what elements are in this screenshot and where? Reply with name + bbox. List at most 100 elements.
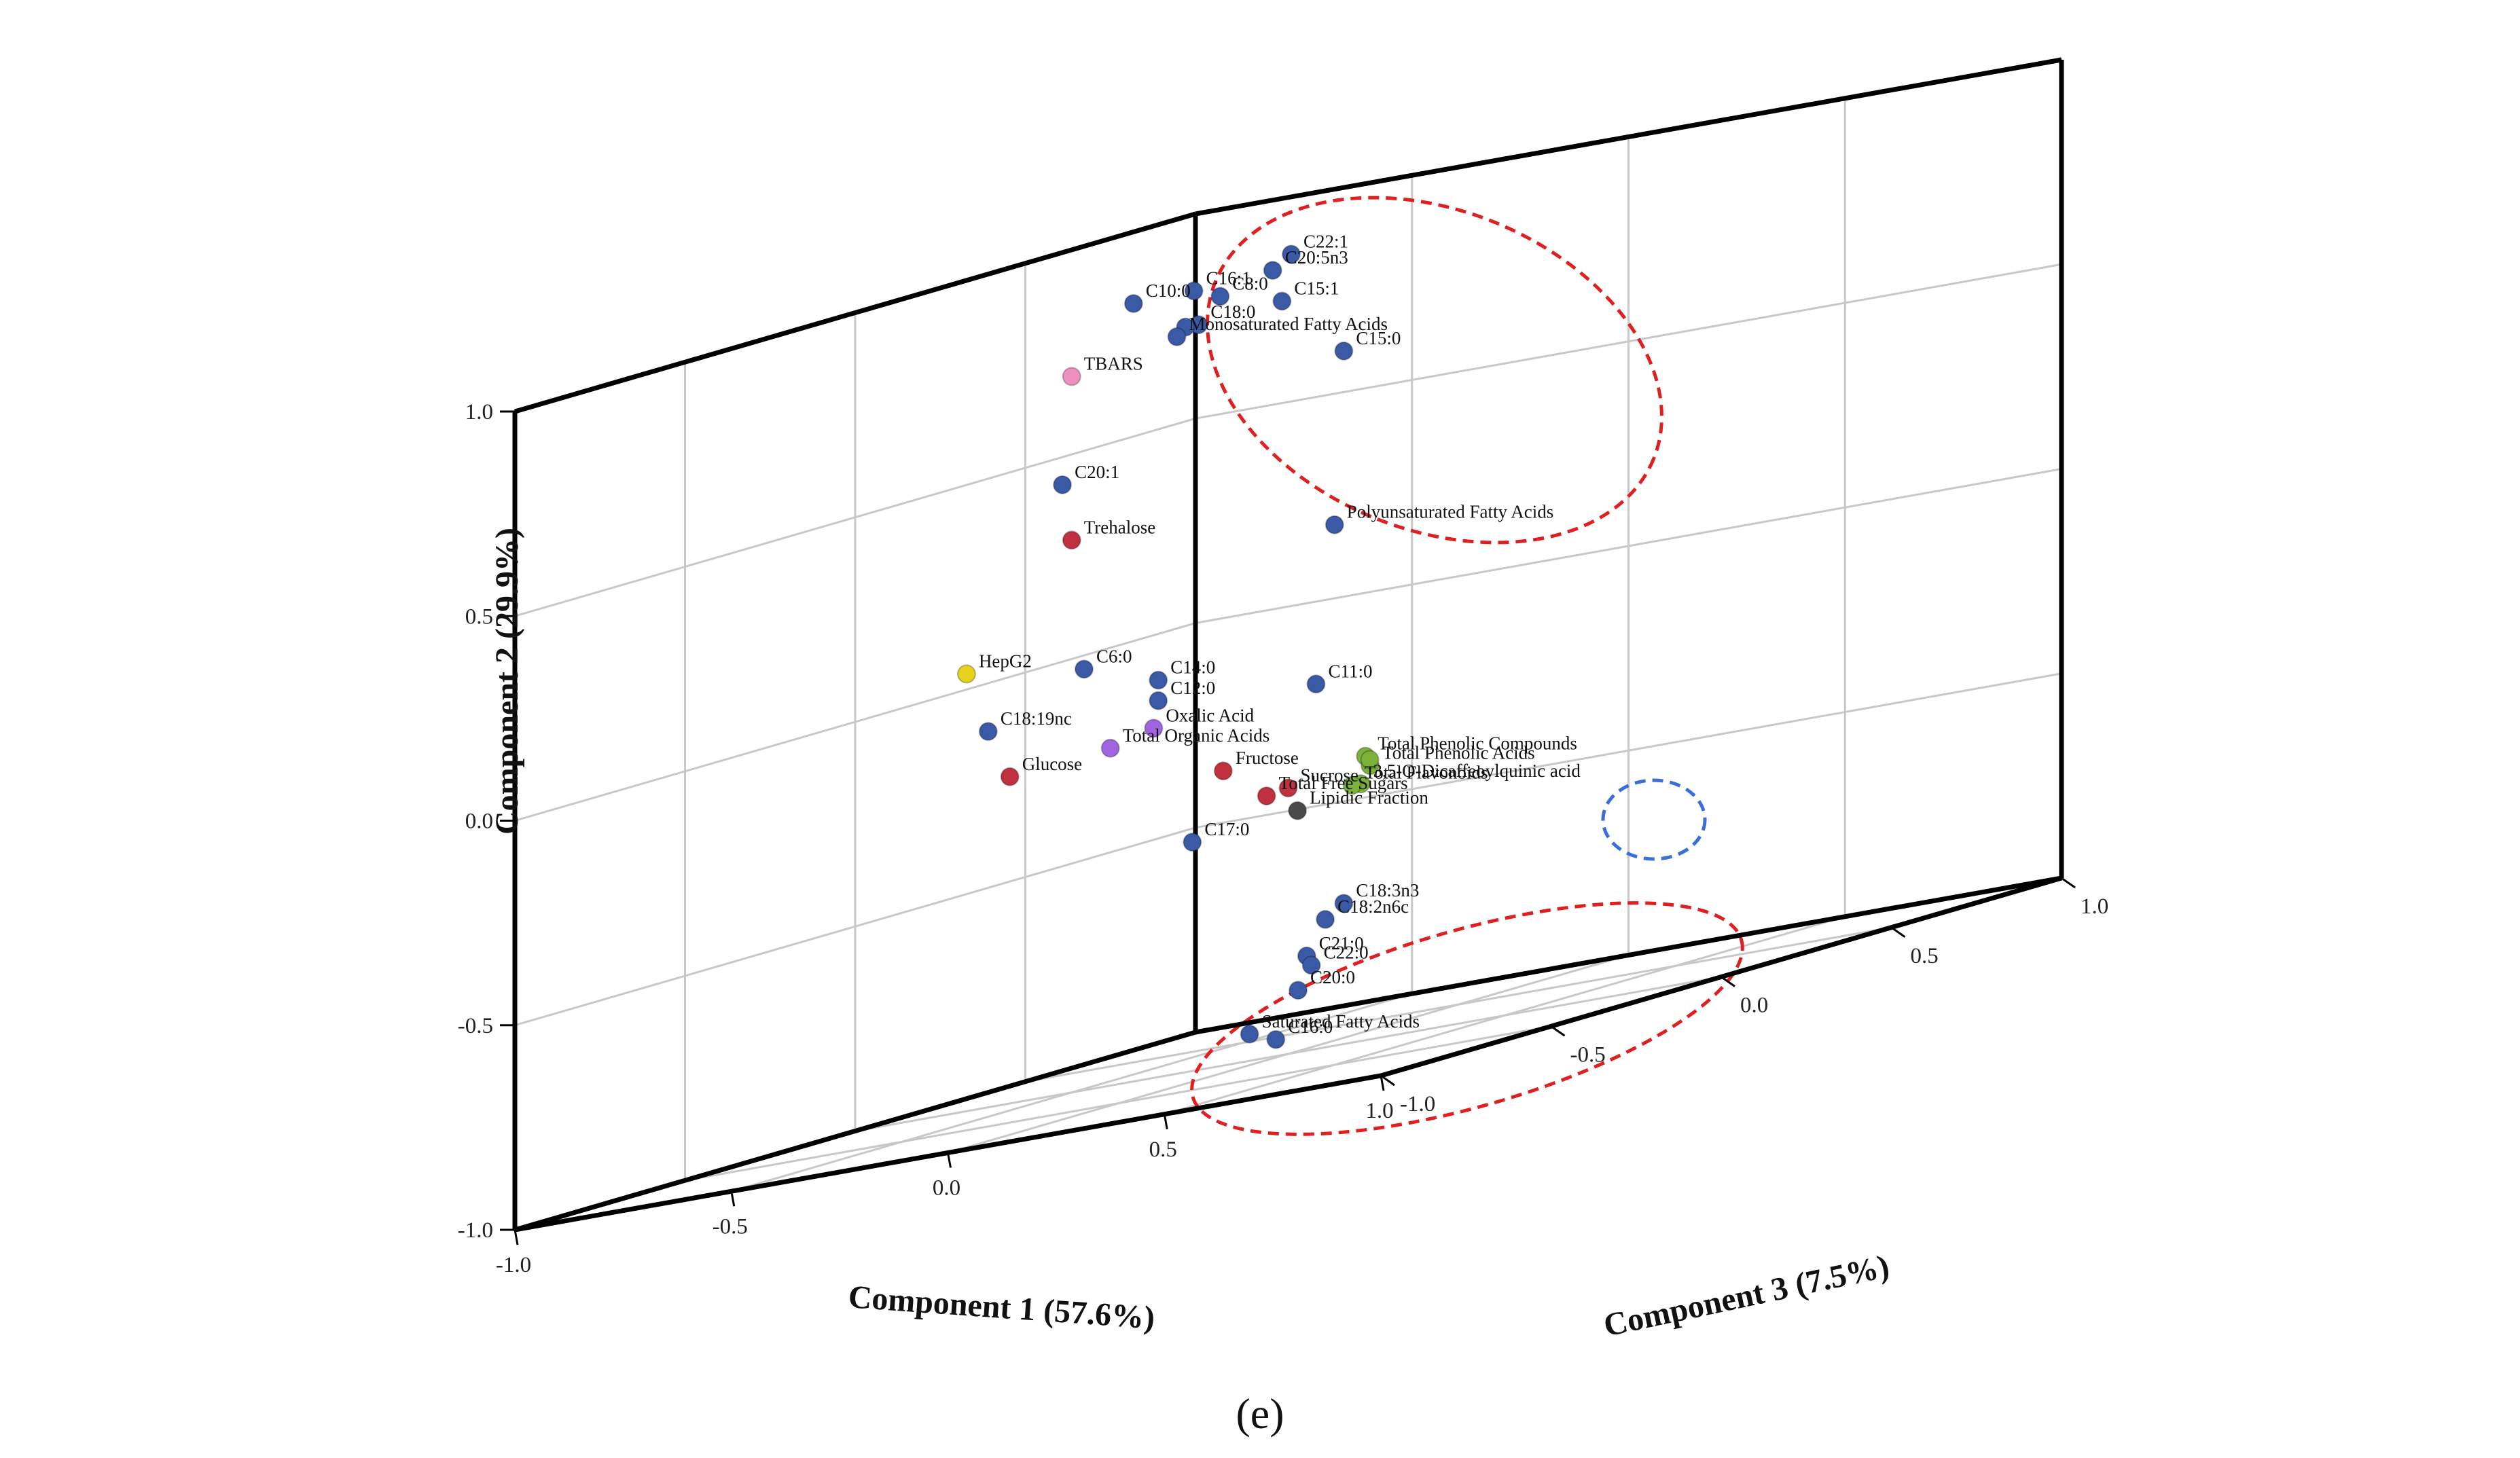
z-tick-label: 0.0	[1740, 994, 1768, 1018]
data-point	[956, 664, 976, 684]
frame-edge	[514, 1029, 1196, 1233]
data-point	[1316, 909, 1335, 929]
frame-edge	[1195, 57, 2062, 217]
data-point	[1074, 659, 1094, 679]
data-label: Saturated Fatty Acids	[1262, 1011, 1420, 1032]
data-label: C20:0	[1310, 967, 1355, 987]
data-label: C6:0	[1096, 646, 1132, 666]
data-label: C21:0	[1319, 933, 1364, 953]
data-point	[1257, 786, 1276, 806]
data-label: C15:1	[1294, 278, 1339, 298]
saturated-fatty-acid-cluster-ellipse	[1190, 901, 1744, 1136]
data-point	[1272, 291, 1292, 311]
data-label: C18:19nc	[1001, 708, 1072, 729]
grid-line	[854, 976, 1722, 1132]
data-point	[978, 722, 998, 742]
data-label: Sucrose	[1301, 765, 1358, 785]
data-label: C17:0	[1204, 819, 1249, 839]
z-tick-mark	[2061, 877, 2076, 889]
z-tick-label: 0.5	[1911, 944, 1939, 968]
z-tick-mark	[1380, 1074, 1395, 1087]
data-point	[1144, 718, 1164, 738]
data-label: C16:1	[1206, 268, 1251, 288]
z-tick-mark	[1550, 1025, 1566, 1037]
x-tick-mark	[947, 1152, 952, 1168]
axis-ticks: -1.0 -0.5 0.0 0.5 1.0 -1.0 -0.5 0.0 0.5 1.0 1.0 0.5…	[458, 400, 2109, 1277]
data-label: Total Free Sugars	[1279, 773, 1408, 793]
x-tick-mark	[1380, 1075, 1385, 1091]
panel-label: (e)	[1236, 1389, 1284, 1438]
data-point	[1183, 833, 1202, 852]
data-point	[1062, 530, 1081, 550]
data-point	[1210, 287, 1230, 306]
data-label: C15:0	[1356, 328, 1401, 348]
data-point	[1213, 761, 1233, 781]
data-point	[1149, 691, 1168, 710]
x-tick-mark	[730, 1190, 736, 1207]
data-label: C20:1	[1075, 462, 1119, 482]
data-point	[1167, 327, 1187, 346]
grid-lines	[514, 58, 2063, 1231]
data-label: C10:0	[1146, 280, 1191, 301]
data-point	[1100, 738, 1120, 758]
data-point	[1240, 1024, 1259, 1044]
grid-line	[1025, 926, 1892, 1083]
fatty-acid-cluster-ellipse	[1206, 196, 1663, 545]
data-label: Polyunsaturated Fatty Acids	[1347, 502, 1553, 522]
data-label: C16:0	[1288, 1017, 1333, 1037]
x-tick-label: 0.5	[1149, 1137, 1177, 1162]
grid-line	[514, 417, 1196, 617]
x-tick-label: 1.0	[1365, 1099, 1393, 1123]
data-point	[1301, 955, 1321, 975]
z-tick-label: -0.5	[1570, 1042, 1606, 1067]
data-label: C8:0	[1232, 273, 1268, 293]
z-tick-label: 1.0	[2081, 894, 2108, 919]
grid-line	[1164, 915, 1846, 1116]
data-point	[1053, 475, 1073, 494]
data-points	[956, 244, 1380, 1049]
data-label: C18:2n6c	[1337, 896, 1409, 917]
x-tick-label: -0.5	[713, 1214, 748, 1239]
x-tick-mark	[514, 1229, 519, 1245]
x-axis-title: Component 1 (57.6%)	[847, 1279, 1156, 1336]
data-point	[1342, 776, 1362, 795]
y-axis-title: Component 2 (29.9%)	[489, 528, 525, 835]
data-point	[1306, 674, 1326, 694]
data-point	[1263, 261, 1282, 280]
data-label: HepG2	[979, 651, 1032, 671]
x-tick-mark	[1163, 1114, 1168, 1130]
data-point	[1325, 515, 1344, 534]
data-point	[1334, 894, 1354, 913]
phenolic-cluster-ellipse	[1601, 778, 1707, 861]
data-point	[1184, 281, 1204, 301]
data-label: C12:0	[1170, 678, 1215, 698]
data-label: TBARS	[1084, 353, 1143, 373]
data-label: C11:0	[1328, 661, 1372, 681]
data-label: Fructose	[1236, 748, 1299, 768]
y-tick-label: 1.0	[465, 400, 493, 424]
grid-line	[1195, 263, 2062, 420]
data-point	[1149, 670, 1168, 690]
x-tick-label: 0.0	[933, 1176, 960, 1201]
data-label: Monosaturated Fatty Acids	[1189, 314, 1388, 334]
data-label: 3,5-O-Dicaffeoylquinic acid	[1373, 761, 1581, 781]
x-tick-label: -1.0	[496, 1253, 531, 1277]
cluster-annotations	[1190, 196, 1744, 1136]
data-label: C14:0	[1170, 657, 1215, 678]
data-point	[1334, 341, 1354, 361]
data-label: Total Phenolic Compounds	[1378, 733, 1577, 754]
y-tick-label: -1.0	[458, 1218, 493, 1243]
data-label: C18:0	[1210, 302, 1255, 322]
frame-edge	[514, 211, 1196, 414]
data-point	[1266, 1029, 1286, 1049]
data-point	[1360, 750, 1380, 769]
data-point	[1289, 981, 1308, 1000]
data-label: Trehalose	[1084, 517, 1156, 537]
z-tick-label: -1.0	[1400, 1092, 1435, 1116]
y-tick-label: 0.5	[465, 604, 493, 629]
z-axis-title: Component 3 (7.5%)	[1600, 1248, 1892, 1344]
data-label: Lipidic Fraction	[1310, 788, 1428, 808]
data-label: C18:3n3	[1356, 880, 1419, 900]
